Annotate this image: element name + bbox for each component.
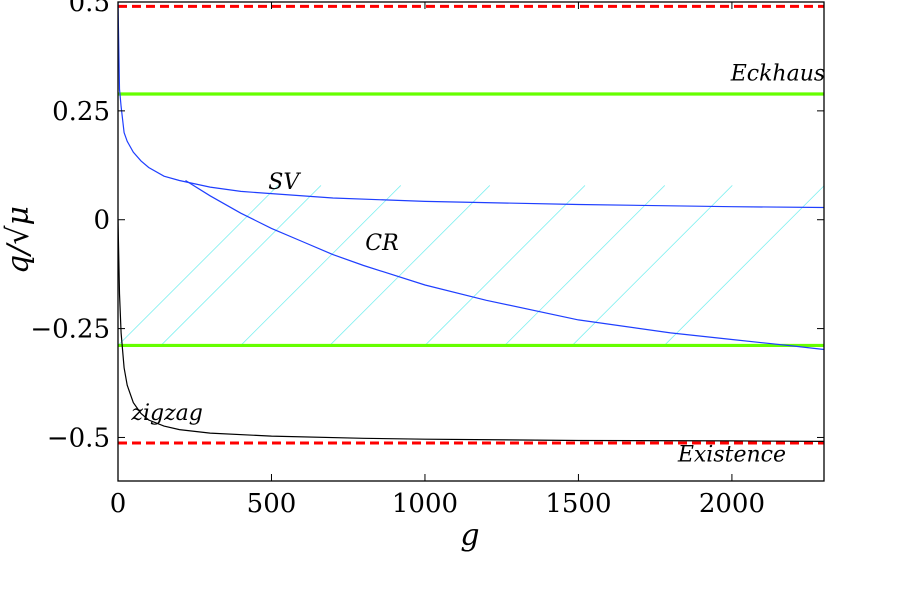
hatch-line [160,185,322,346]
y-tick-label: 0.5 [69,0,110,18]
axis-ticks: 0 500 1000 1500 2000 0.5 0.25 0 −0.25 −0.5 [30,0,824,519]
annotation-sv: SV [268,170,301,195]
series-cr-curve [185,179,824,351]
plot-frame [117,1,825,482]
boundary-lines [118,4,824,445]
stable-region-hatching [118,185,824,346]
annotation-existence: Existence [677,442,786,467]
y-tick-label: −0.25 [30,315,110,345]
y-tick-label: 0.25 [52,97,110,127]
x-tick-label: 1000 [392,489,458,519]
x-tick-label: 2000 [699,489,765,519]
x-tick-label: 1500 [545,489,611,519]
annotation-zigzag: zigzag [130,401,203,426]
x-axis-label: g [460,518,479,553]
hatch-line [118,185,279,346]
hatch-line [504,185,666,346]
hatch-line [329,185,491,346]
series-sv-curve [118,2,824,209]
x-tick-label: 0 [110,489,127,519]
data-series [118,2,824,442]
annotations: SV CR zigzag Eckhaus Existence [130,61,825,467]
hatch-line [664,185,824,346]
annotation-cr: CR [365,231,398,256]
y-tick-label: 0 [93,206,110,236]
annotation-eckhaus: Eckhaus [730,61,825,86]
hatch-line [572,185,733,346]
hatch-line [240,185,402,346]
series-zigzag-curve [118,219,824,442]
y-axis-label: q/√μ [1,206,36,274]
y-tick-label: −0.5 [47,423,110,453]
x-tick-label: 500 [247,489,297,519]
hatch-line [424,185,586,346]
